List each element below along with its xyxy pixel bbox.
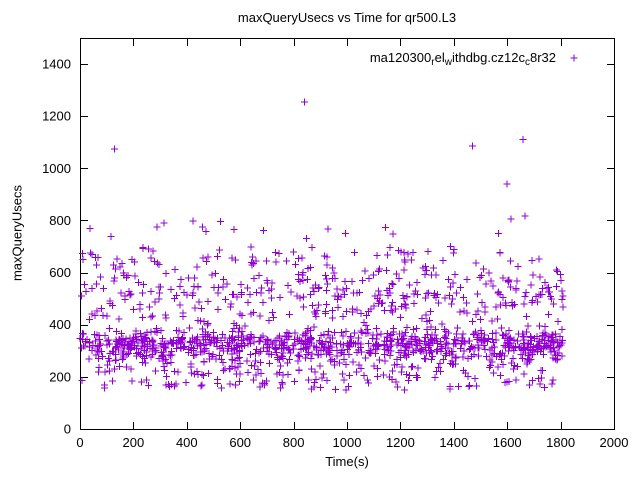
legend: ma120300relwithdbg.cz12cc8r32 (370, 50, 578, 68)
x-tick-label: 0 (76, 435, 83, 450)
y-tick-label: 1000 (42, 161, 71, 176)
scatter-points (76, 98, 567, 394)
y-tick-label: 600 (49, 265, 71, 280)
x-tick-label: 400 (176, 435, 198, 450)
x-tick-label: 1200 (386, 435, 415, 450)
legend-series-label: ma120300relwithdbg.cz12cc8r32 (370, 50, 556, 68)
x-tick-label: 2000 (600, 435, 629, 450)
y-tick-label: 200 (49, 369, 71, 384)
x-tick-label: 800 (283, 435, 305, 450)
x-tick-label: 1600 (493, 435, 522, 450)
y-tick-label: 1200 (42, 109, 71, 124)
y-tick-label: 800 (49, 213, 71, 228)
plot-border (80, 38, 615, 430)
x-tick-label: 1800 (546, 435, 575, 450)
y-tick-label: 0 (64, 422, 71, 437)
tick-labels: 0 200 400 600 800 1000 1200 1400 1600 1800 2000 0 20… (42, 57, 628, 450)
y-tick-label: 1400 (42, 57, 71, 72)
x-tick-label: 600 (229, 435, 251, 450)
x-tick-label: 1400 (439, 435, 468, 450)
x-axis-label: Time(s) (325, 454, 369, 469)
x-tick-label: 1000 (333, 435, 362, 450)
axis-ticks (80, 39, 615, 430)
x-tick-label: 200 (123, 435, 145, 450)
y-tick-label: 400 (49, 317, 71, 332)
legend-marker-icon (570, 54, 578, 62)
chart-title: maxQueryUsecs vs Time for qr500.L3 (237, 10, 457, 25)
